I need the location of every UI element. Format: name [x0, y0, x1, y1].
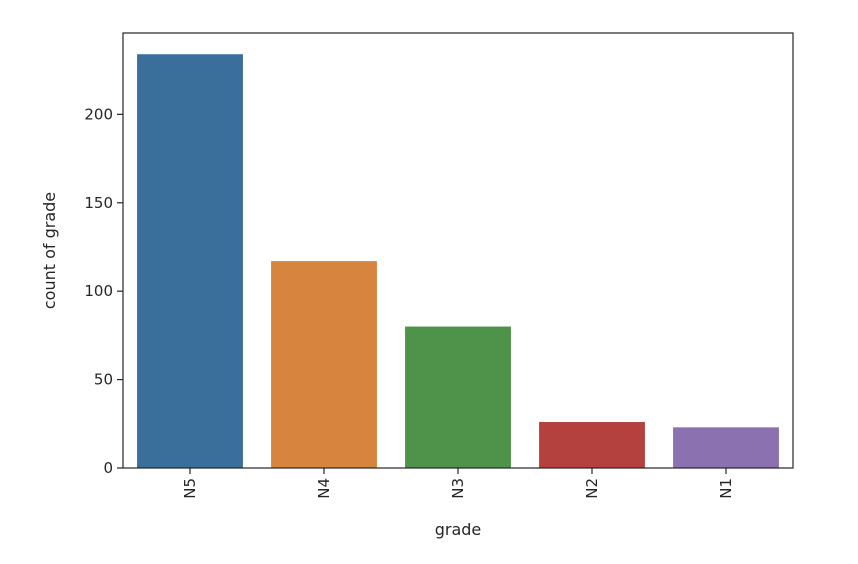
y-tick-label: 0 — [103, 459, 113, 477]
y-tick-label: 150 — [84, 194, 113, 212]
x-tick-label-n5: N5 — [181, 478, 199, 499]
x-axis-title: grade — [435, 520, 482, 539]
y-tick-label: 100 — [84, 282, 113, 300]
y-axis-title: count of grade — [40, 192, 59, 309]
y-tick-label: 200 — [84, 105, 113, 123]
bar-n4 — [271, 261, 377, 468]
bar-n3 — [405, 326, 511, 468]
bar-n2 — [539, 422, 645, 468]
x-axis: N5 N4 N3 N2 N1 — [181, 468, 735, 499]
bar-n5 — [137, 54, 243, 468]
x-tick-label-n2: N2 — [583, 478, 601, 499]
bars-group — [137, 54, 779, 468]
x-tick-label-n3: N3 — [449, 478, 467, 499]
y-tick-label: 50 — [94, 371, 113, 389]
x-tick-label-n4: N4 — [315, 478, 333, 499]
bar-n1 — [673, 427, 779, 468]
x-tick-label-n1: N1 — [717, 478, 735, 499]
y-axis: 0 50 100 150 200 — [84, 105, 123, 477]
